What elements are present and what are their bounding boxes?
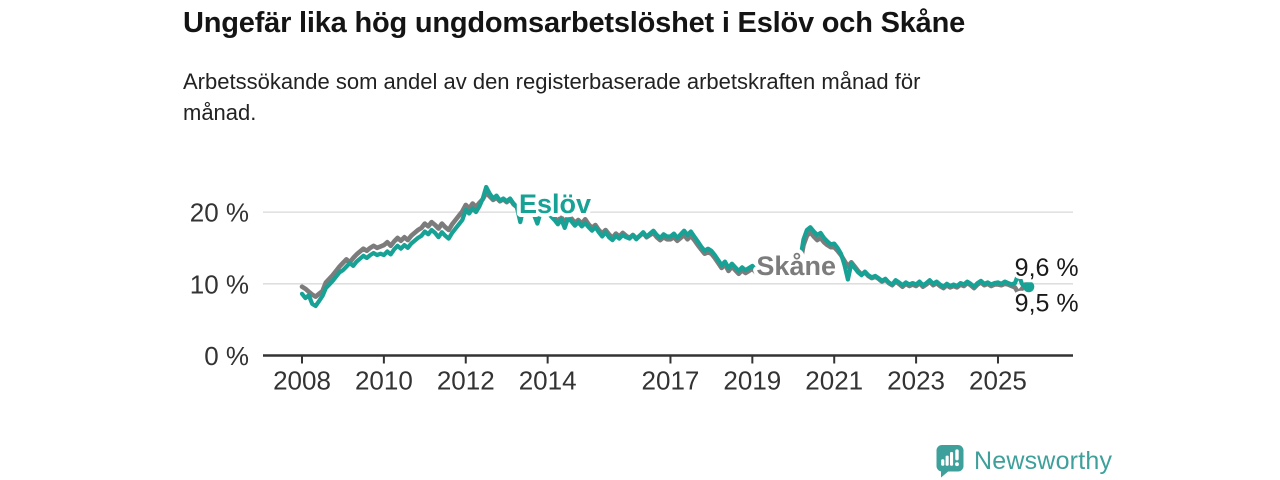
x-tick-label: 2021: [805, 366, 863, 396]
x-tick-label: 2008: [273, 366, 331, 396]
x-tick-label: 2010: [355, 366, 413, 396]
newsworthy-bubble-chart-icon: [936, 444, 964, 477]
x-axis: 2008 2010 2012 2014 2017 2019 2021 2023 2025: [263, 354, 1073, 396]
y-tick-label: 20 %: [190, 198, 249, 228]
gridlines: [263, 211, 1073, 285]
series-label-skne: Skåne: [756, 251, 836, 281]
series-label-eslv: Eslöv: [519, 189, 591, 219]
end-value-label: 9,6 %: [1015, 254, 1079, 282]
x-tick-label: 2014: [519, 366, 577, 396]
x-tick-label: 2019: [723, 366, 781, 396]
end-value-label: 9,5 %: [1015, 289, 1079, 317]
series-line-eslov: [299, 184, 1031, 309]
x-tick-label: 2017: [642, 366, 700, 396]
newsworthy-wordmark: Newsworthy: [974, 446, 1113, 475]
y-tick-label: 0 %: [204, 341, 249, 371]
chart-subtitle-line2: månad.: [183, 100, 257, 125]
chart-title: Ungefär lika hög ungdomsarbetslöshet i E…: [183, 7, 966, 39]
chart-subtitle-line1: Arbetssökande som andel av den registerb…: [183, 69, 921, 94]
x-tick-label: 2023: [887, 366, 945, 396]
logo-bars: [941, 448, 959, 466]
x-tick-label: 2025: [969, 366, 1027, 396]
newsworthy-logo: Newsworthy: [936, 443, 1112, 479]
x-tick-label: 2012: [437, 366, 495, 396]
chart-subtitle: Arbetssökande som andel av den registerb…: [183, 66, 1083, 128]
y-tick-label: 10 %: [190, 269, 249, 299]
series-end-dot: [1023, 281, 1035, 293]
y-axis-labels: 0 % 10 % 20 %: [190, 198, 249, 371]
